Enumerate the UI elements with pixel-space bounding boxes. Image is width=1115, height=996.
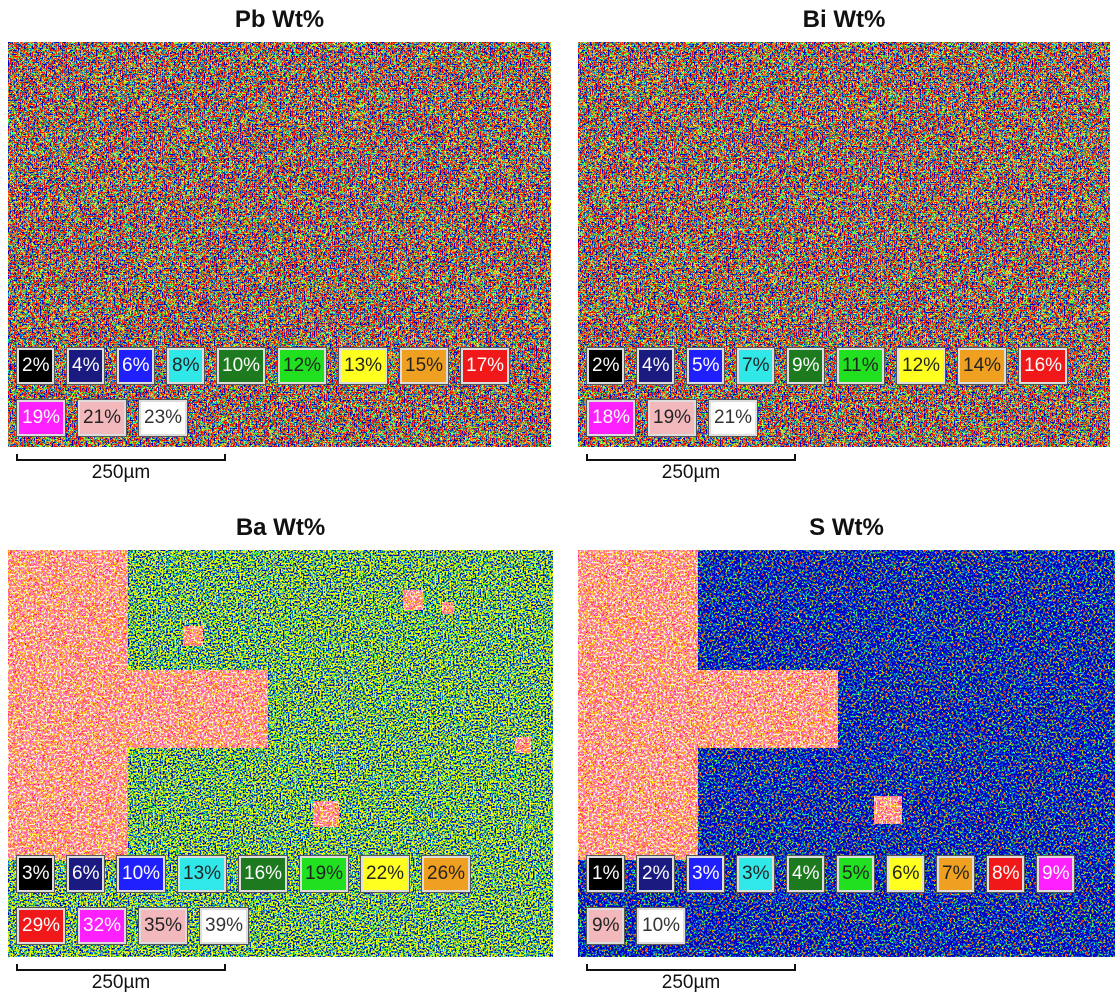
phase-spot — [515, 737, 531, 753]
scale-bar-label: 250µm — [631, 972, 751, 994]
legend-swatch: 2% — [637, 856, 674, 892]
phase-spot — [313, 801, 339, 827]
map-image — [578, 42, 1110, 447]
legend-swatch: 5% — [687, 348, 724, 384]
legend-swatch: 8% — [167, 348, 204, 384]
scale-bar-label: 250µm — [61, 972, 181, 994]
legend-swatch: 8% — [987, 856, 1024, 892]
legend-swatch: 6% — [887, 856, 924, 892]
legend-swatch: 13% — [339, 348, 387, 384]
scale-bar — [587, 964, 795, 970]
panel-title: S Wt% — [697, 514, 997, 542]
legend-swatch: 22% — [361, 856, 409, 892]
legend-swatch: 2% — [587, 348, 624, 384]
scale-bar — [17, 964, 225, 970]
legend-swatch: 12% — [897, 348, 945, 384]
phase-spot — [874, 796, 902, 824]
legend-swatch: 16% — [1019, 348, 1067, 384]
legend-swatch: 13% — [178, 856, 226, 892]
legend-swatch: 10% — [117, 856, 165, 892]
legend-swatch: 9% — [787, 348, 824, 384]
legend-swatch: 7% — [737, 348, 774, 384]
legend-swatch: 17% — [461, 348, 509, 384]
legend-swatch: 4% — [637, 348, 674, 384]
legend-swatch: 16% — [239, 856, 287, 892]
panel-title: Bi Wt% — [694, 6, 994, 34]
maps — [0, 0, 1115, 996]
phase-spot — [183, 626, 203, 646]
legend-swatch: 19% — [17, 400, 65, 436]
legend-swatch: 4% — [787, 856, 824, 892]
legend-swatch: 6% — [117, 348, 154, 384]
panel-title: Ba Wt% — [131, 514, 431, 542]
legend-swatch: 23% — [139, 400, 187, 436]
legend-swatch: 35% — [139, 908, 187, 944]
legend-swatch: 12% — [278, 348, 326, 384]
scale-bar-label: 250µm — [631, 462, 751, 484]
legend-swatch: 14% — [958, 348, 1006, 384]
scale-bar-label: 250µm — [61, 462, 181, 484]
legend-swatch: 21% — [709, 400, 757, 436]
legend-swatch: 5% — [837, 856, 874, 892]
legend-swatch: 21% — [78, 400, 126, 436]
legend-swatch: 10% — [637, 908, 685, 944]
panel-title: Pb Wt% — [130, 6, 430, 34]
legend-swatch: 3% — [737, 856, 774, 892]
map-background — [8, 42, 551, 447]
legend-swatch: 19% — [648, 400, 696, 436]
legend-swatch: 26% — [422, 856, 470, 892]
legend-swatch: 3% — [687, 856, 724, 892]
legend-swatch: 18% — [587, 400, 635, 436]
legend-swatch: 32% — [78, 908, 126, 944]
phase-spot — [116, 696, 140, 720]
legend-swatch: 9% — [1037, 856, 1074, 892]
legend-swatch: 9% — [587, 908, 624, 944]
legend-swatch: 6% — [67, 856, 104, 892]
legend-swatch: 11% — [837, 348, 884, 384]
legend-swatch: 3% — [17, 856, 54, 892]
legend-swatch: 7% — [937, 856, 974, 892]
legend-swatch: 10% — [217, 348, 265, 384]
legend-swatch: 2% — [17, 348, 54, 384]
legend-swatch: 39% — [200, 908, 248, 944]
figure: Pb Wt% 2% 4% 6% 8% 10% 12% 13% 15% 17% 19% 21% 23% 25… — [0, 0, 1115, 996]
map-image — [8, 550, 553, 957]
legend-swatch: 15% — [400, 348, 448, 384]
phase-spot — [403, 590, 423, 610]
legend-swatch: 19% — [300, 856, 348, 892]
legend-swatch: 1% — [587, 856, 624, 892]
scale-bar — [587, 454, 795, 460]
phase-spot — [442, 602, 454, 614]
legend-swatch: 4% — [67, 348, 104, 384]
map-background — [578, 42, 1110, 447]
legend-swatch: 29% — [17, 908, 65, 944]
map-image — [578, 550, 1115, 957]
scale-bar — [17, 454, 225, 460]
map-image — [8, 42, 551, 447]
